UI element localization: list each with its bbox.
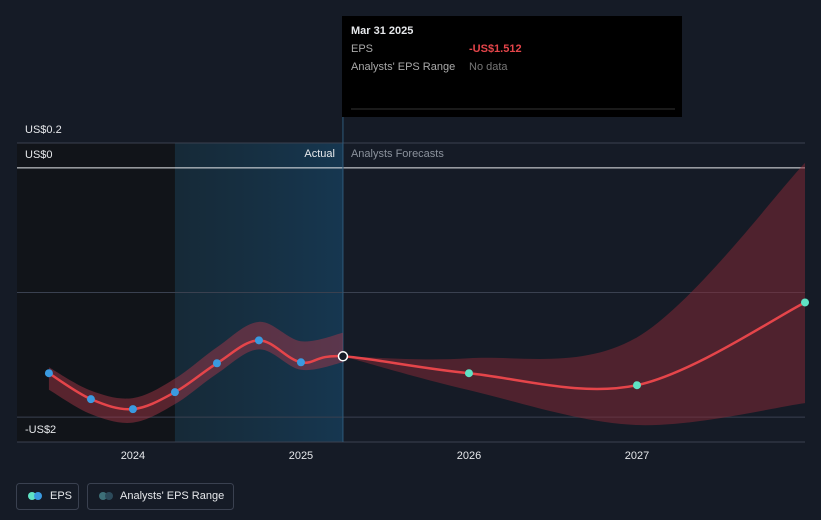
eps-point: [632, 381, 641, 390]
legend-item[interactable]: [16, 483, 79, 510]
eps-point: [296, 358, 305, 367]
legend-icon: [105, 492, 113, 500]
tooltip-date: Mar 31 2025: [351, 25, 413, 37]
eps-point: [86, 395, 95, 404]
eps-point: [254, 336, 263, 345]
range-band: [342, 162, 805, 426]
past-band: [48, 321, 343, 423]
eps-point: [212, 359, 221, 368]
legend-label: Analysts' EPS Range: [120, 490, 224, 502]
x-tick-label: 2024: [121, 450, 145, 462]
x-tick-label: 2025: [289, 450, 313, 462]
legend-label: EPS: [50, 490, 72, 502]
tooltip-value: No data: [469, 61, 508, 73]
y-tick-label: -US$2: [25, 424, 56, 436]
eps-point: [128, 405, 137, 414]
legend-item[interactable]: [87, 483, 234, 510]
x-tick-label: 2027: [625, 450, 649, 462]
eps-point: [170, 388, 179, 397]
y-tick-label: US$0: [25, 149, 53, 161]
eps-point: [464, 369, 473, 378]
eps-point: [801, 298, 809, 307]
tooltip-label: EPS: [351, 43, 373, 55]
x-tick-label: 2026: [457, 450, 481, 462]
eps-point: [337, 351, 349, 362]
tooltip-label: Analysts' EPS Range: [351, 61, 455, 73]
forecast-label: Analysts Forecasts: [351, 148, 444, 160]
eps-point: [44, 369, 53, 378]
tooltip-box: [342, 16, 682, 117]
actual-label: Actual: [304, 148, 335, 160]
legend-icon: [99, 492, 107, 500]
legend-icon: [34, 492, 42, 500]
tooltip-value: -US$1.512: [469, 43, 522, 55]
legend-icon: [28, 492, 36, 500]
y-tick-label: US$0.2: [25, 124, 62, 136]
